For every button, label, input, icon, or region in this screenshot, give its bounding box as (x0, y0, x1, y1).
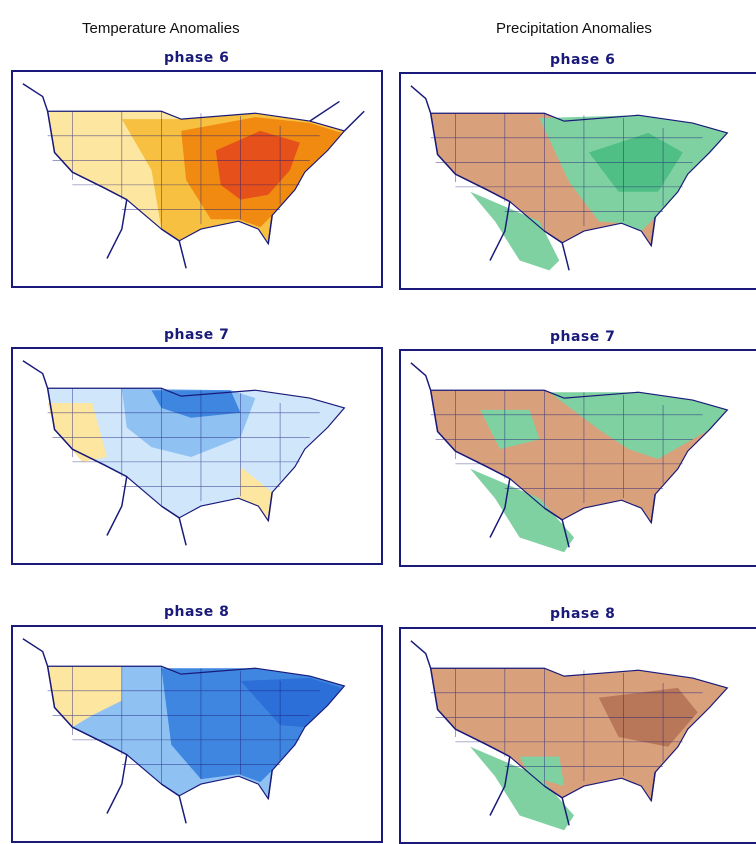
precip-phase-6-label: phase 6 (550, 52, 616, 68)
temp-map-phase-8 (11, 625, 383, 843)
temp-phase-8-label: phase 8 (164, 604, 230, 620)
precip-phase-8-label: phase 8 (550, 606, 616, 622)
temp-phase-7-label: phase 7 (164, 327, 230, 343)
precip-map-phase-7 (399, 349, 756, 567)
temp-map-phase-6 (11, 70, 383, 288)
precip-map-phase-6 (399, 72, 756, 290)
precipitation-column-title: Precipitation Anomalies (496, 20, 652, 37)
temp-phase-6-label: phase 6 (164, 50, 230, 66)
precip-map-phase-8 (399, 627, 756, 844)
precip-phase-7-label: phase 7 (550, 329, 616, 345)
temperature-column-title: Temperature Anomalies (82, 20, 240, 37)
temp-map-phase-7 (11, 347, 383, 565)
